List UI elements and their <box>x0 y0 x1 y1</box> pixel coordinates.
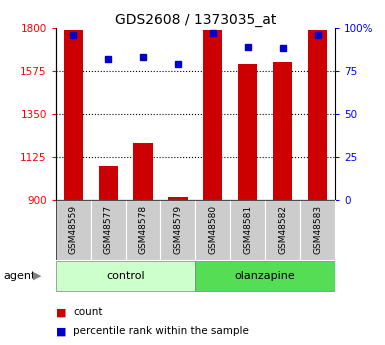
Bar <box>134 142 152 200</box>
Text: GSM48581: GSM48581 <box>243 205 252 254</box>
Text: GSM48580: GSM48580 <box>208 205 218 254</box>
Bar <box>56 200 91 260</box>
Bar <box>56 261 195 291</box>
Bar <box>195 200 230 260</box>
Bar <box>64 30 83 200</box>
Text: percentile rank within the sample: percentile rank within the sample <box>73 326 249 336</box>
Text: GSM48582: GSM48582 <box>278 205 287 254</box>
Text: GSM48559: GSM48559 <box>69 205 78 254</box>
Text: agent: agent <box>4 271 36 281</box>
Bar <box>161 200 195 260</box>
Bar <box>230 200 265 260</box>
Text: GSM48578: GSM48578 <box>139 205 147 254</box>
Text: ▶: ▶ <box>33 271 41 281</box>
Text: GSM48583: GSM48583 <box>313 205 322 254</box>
Bar <box>168 197 187 200</box>
Bar <box>91 200 126 260</box>
Text: GSM48577: GSM48577 <box>104 205 113 254</box>
Text: ■: ■ <box>56 307 66 317</box>
Text: count: count <box>73 307 103 317</box>
Bar <box>273 62 292 200</box>
Bar <box>203 30 223 200</box>
Text: ■: ■ <box>56 326 66 336</box>
Title: GDS2608 / 1373035_at: GDS2608 / 1373035_at <box>115 12 276 27</box>
Bar <box>195 261 335 291</box>
Text: GSM48579: GSM48579 <box>173 205 182 254</box>
Bar <box>300 200 335 260</box>
Bar <box>238 64 257 200</box>
Bar <box>308 30 327 200</box>
Bar <box>99 166 118 200</box>
Text: control: control <box>106 271 145 281</box>
Text: olanzapine: olanzapine <box>235 271 296 281</box>
Bar <box>126 200 161 260</box>
Bar <box>265 200 300 260</box>
